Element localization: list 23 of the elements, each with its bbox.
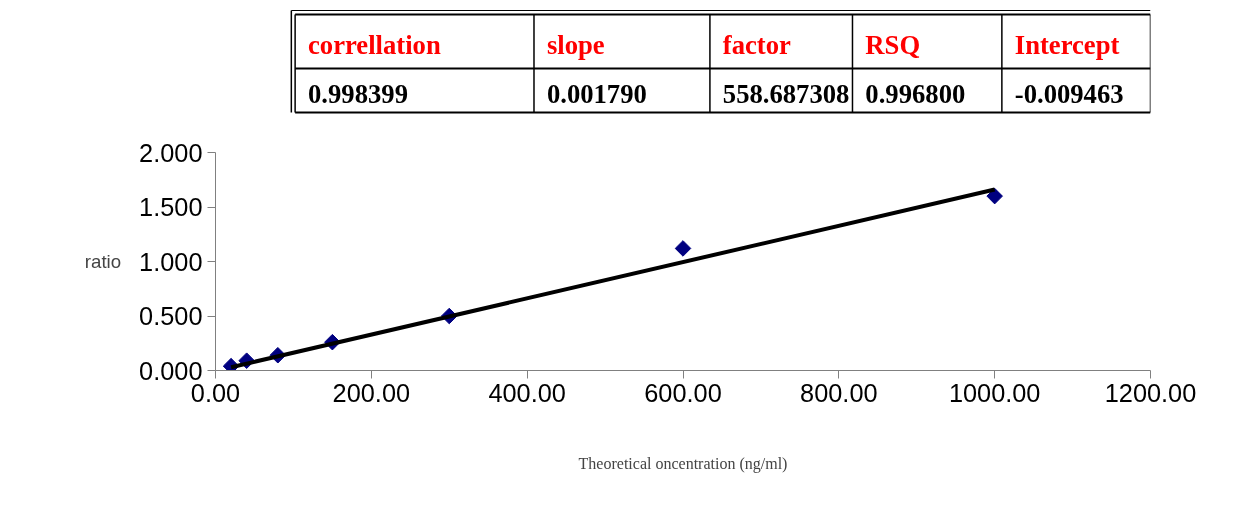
x-tick-label: 200.00	[332, 378, 411, 407]
text: slope	[546, 29, 605, 60]
text: RSQ	[865, 29, 921, 60]
y-tick-label: 0.500	[139, 302, 203, 330]
text: 0.998399	[308, 78, 408, 109]
y-axis-title: ratio	[84, 251, 122, 272]
x-tick-label: 1000.00	[948, 378, 1041, 407]
x-tick-label: 400.00	[488, 378, 566, 407]
x-axis-title: Theoretical oncentration (ng/ml)	[578, 454, 788, 473]
y-tick-label: 1.000	[139, 247, 203, 276]
text: factor	[722, 29, 792, 60]
x-tick-label: 600.00	[644, 378, 722, 407]
text: 558.687308	[722, 78, 850, 109]
text: Intercept	[1014, 29, 1120, 60]
x-tick-label: 800.00	[800, 378, 878, 407]
y-tick-label: 2.000	[139, 138, 203, 167]
y-tick-label: 1.500	[139, 193, 203, 221]
y-tick-label: 0.000	[139, 356, 203, 385]
text: 0.001790	[546, 78, 647, 109]
text: correllation	[308, 29, 441, 60]
text: -0.009463	[1014, 78, 1124, 109]
x-tick-label: 1200.00	[1104, 378, 1197, 407]
text: 0.996800	[865, 78, 966, 109]
